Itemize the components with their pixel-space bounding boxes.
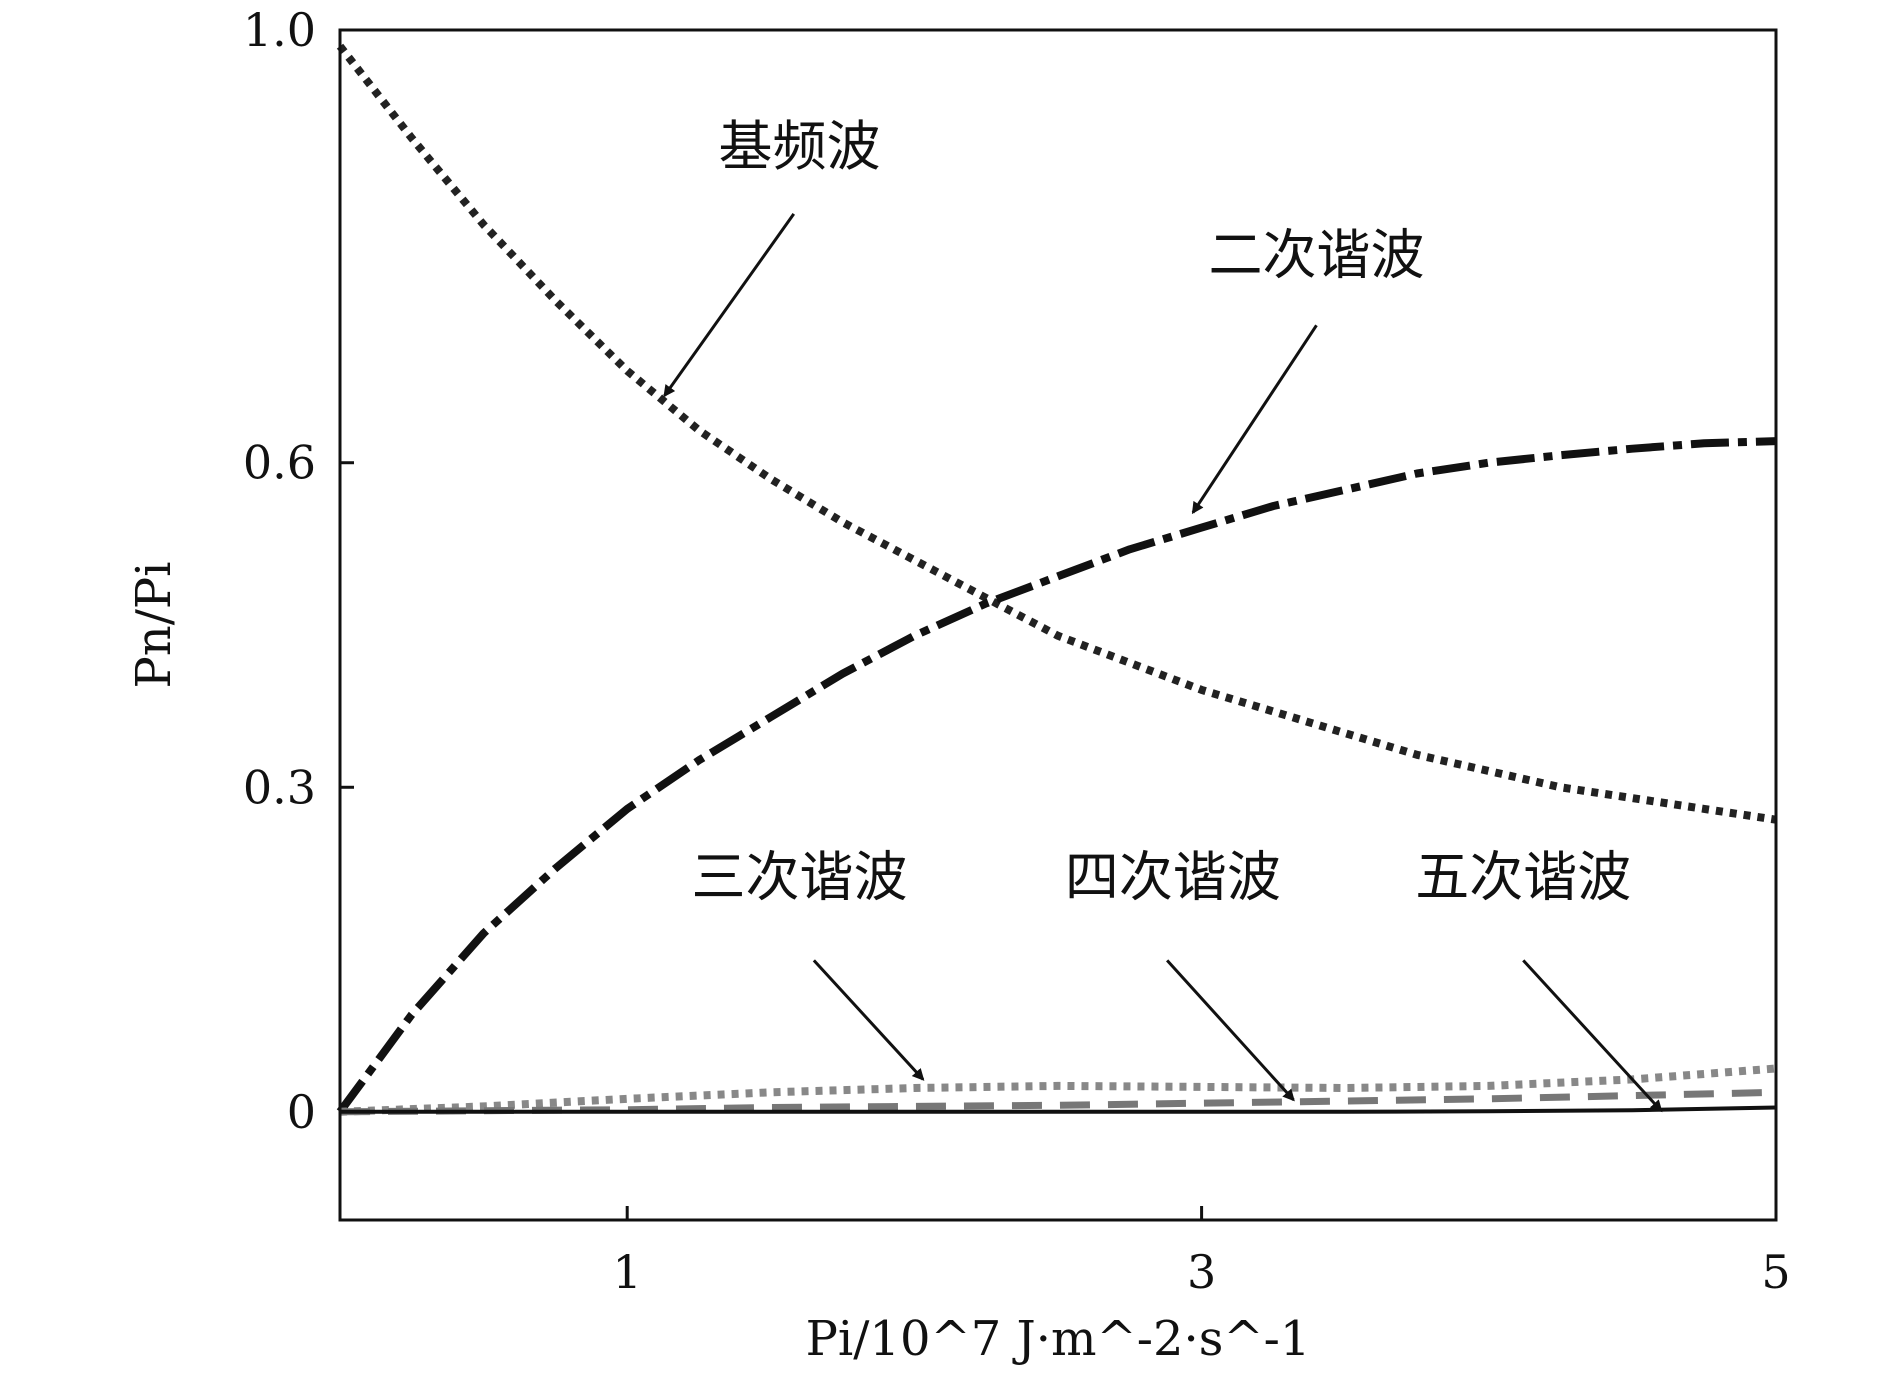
ticks-layer: 1 3 5 0 0.3 0.6 1.0 [243, 3, 1791, 1299]
y-tick-label: 0.6 [243, 436, 316, 490]
plot-frame [338, 28, 1778, 1222]
x-tick-label: 1 [613, 1245, 642, 1299]
annotation-label-fifth: 五次谐波 [1415, 845, 1631, 908]
annotation-arrow-third [812, 959, 925, 1081]
series-layer [336, 43, 1777, 1116]
y-tick-label: 1.0 [243, 3, 316, 57]
y-axis-label: Pn/Pi [126, 561, 182, 688]
annotation-arrow-fundamental [663, 213, 795, 398]
series-line-second [336, 437, 1777, 1115]
annotation-label-fundamental: 基频波 [719, 115, 881, 178]
y-tick-label: 0 [287, 1085, 316, 1139]
series-line-fifth [340, 1105, 1777, 1114]
series-line-fundamental [336, 43, 1777, 824]
annotation-arrow-fifth [1522, 959, 1663, 1113]
x-tick-label: 5 [1761, 1245, 1790, 1299]
series-line-third [339, 1064, 1777, 1116]
x-tick-label: 3 [1187, 1245, 1216, 1299]
axis-labels: Pi/10^7 J·m^-2·s^-1 Pn/Pi [126, 561, 1310, 1367]
annotation-arrow-second [1191, 324, 1318, 515]
annotation-label-fourth: 四次谐波 [1065, 845, 1281, 908]
x-axis-label: Pi/10^7 J·m^-2·s^-1 [806, 1311, 1311, 1367]
annotation-arrow-fourth [1166, 959, 1295, 1102]
annotation-label-third: 三次谐波 [692, 845, 908, 908]
y-tick-label: 0.3 [243, 760, 316, 814]
annotation-label-second: 二次谐波 [1208, 223, 1424, 286]
